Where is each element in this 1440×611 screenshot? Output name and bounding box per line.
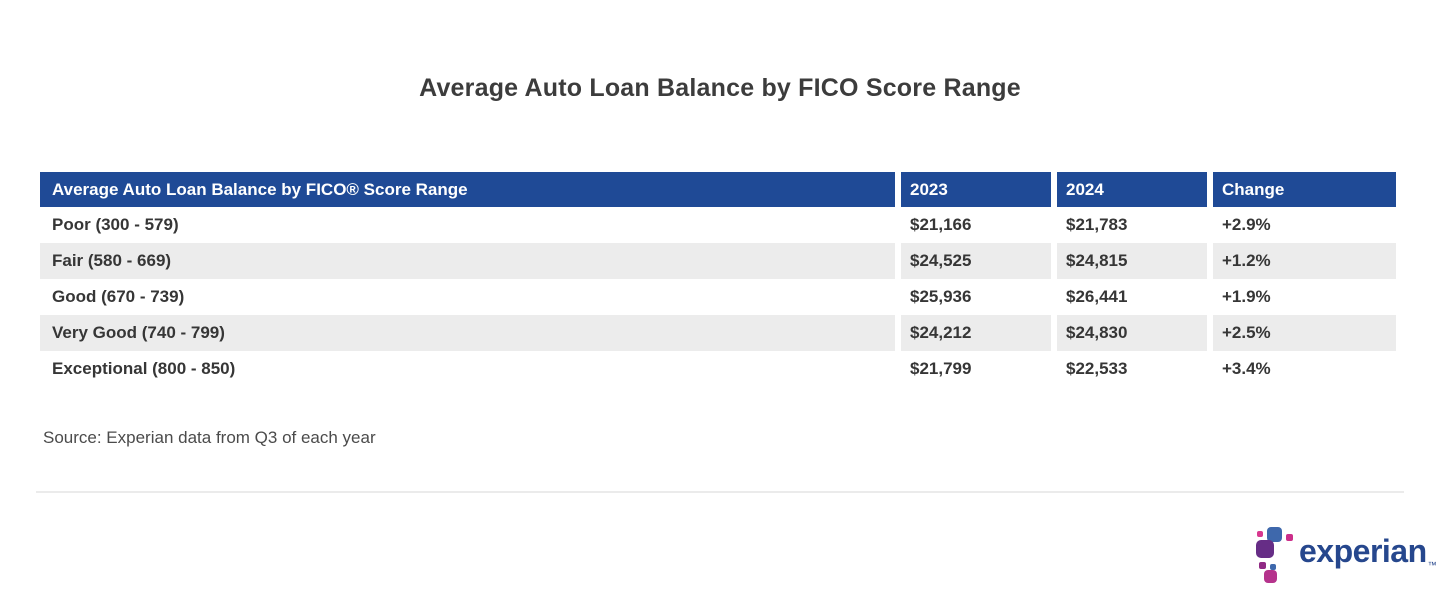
row-label-cell: Good (670 - 739) (52, 287, 185, 306)
source-note: Source: Experian data from Q3 of each ye… (43, 428, 376, 447)
value-2024-cell: $22,533 (1051, 351, 1210, 387)
table-header-row: Average Auto Loan Balance by FICO® Score… (40, 172, 1396, 207)
change-cell: +1.9% (1207, 279, 1396, 315)
table-row: Exceptional (800 - 850) $21,799 $22,533 … (40, 351, 1396, 387)
logo-pink-dot-right (1286, 534, 1293, 541)
logo-blue-square (1267, 527, 1282, 542)
value-2023-cell: $21,799 (895, 351, 1054, 387)
change-cell: +2.9% (1207, 207, 1396, 243)
logo-purple-dot (1259, 562, 1266, 569)
value-2023-cell: $24,212 (895, 315, 1054, 351)
experian-wordmark: experian (1299, 533, 1427, 569)
experian-logo: experian ™ (1256, 526, 1437, 584)
value-2023-cell: $25,936 (895, 279, 1054, 315)
logo-pink-dot-left (1257, 531, 1263, 537)
logo-magenta-square (1264, 570, 1277, 583)
row-label-cell: Very Good (740 - 799) (40, 315, 898, 351)
value-2024-cell: $26,441 (1051, 279, 1210, 315)
table-row: Good (670 - 739) $25,936 $26,441 +1.9% (40, 279, 1396, 315)
logo-purple-square (1256, 540, 1274, 558)
header-2024-cell: 2024 (1051, 172, 1210, 207)
change-cell: +2.5% (1207, 315, 1396, 351)
change-cell: +1.2% (1207, 243, 1396, 279)
trademark-symbol: ™ (1427, 560, 1437, 570)
header-label-cell: Average Auto Loan Balance by FICO® Score… (40, 172, 898, 207)
value-2024-cell: $21,783 (1051, 207, 1210, 243)
value-2024-cell: $24,830 (1051, 315, 1210, 351)
table-row: Poor (300 - 579) $21,166 $21,783 +2.9% (40, 207, 1396, 243)
logo-blue-dot (1270, 564, 1276, 570)
page-title: Average Auto Loan Balance by FICO Score … (419, 74, 1021, 102)
divider-line (36, 491, 1404, 493)
value-2023-cell: $24,525 (895, 243, 1054, 279)
experian-logo-mark-icon (1256, 526, 1296, 584)
row-label-cell: Exceptional (800 - 850) (52, 359, 236, 378)
value-2024-cell: $24,815 (1051, 243, 1210, 279)
value-2023-cell: $21,166 (895, 207, 1054, 243)
fico-balance-table: Average Auto Loan Balance by FICO® Score… (40, 172, 1396, 387)
row-label-cell: Poor (300 - 579) (52, 215, 179, 234)
table-row: Very Good (740 - 799) $24,212 $24,830 +2… (40, 315, 1396, 351)
change-cell: +3.4% (1207, 351, 1396, 387)
table-row: Fair (580 - 669) $24,525 $24,815 +1.2% (40, 243, 1396, 279)
header-change-cell: Change (1207, 172, 1396, 207)
row-label-cell: Fair (580 - 669) (40, 243, 898, 279)
header-2023-cell: 2023 (895, 172, 1054, 207)
